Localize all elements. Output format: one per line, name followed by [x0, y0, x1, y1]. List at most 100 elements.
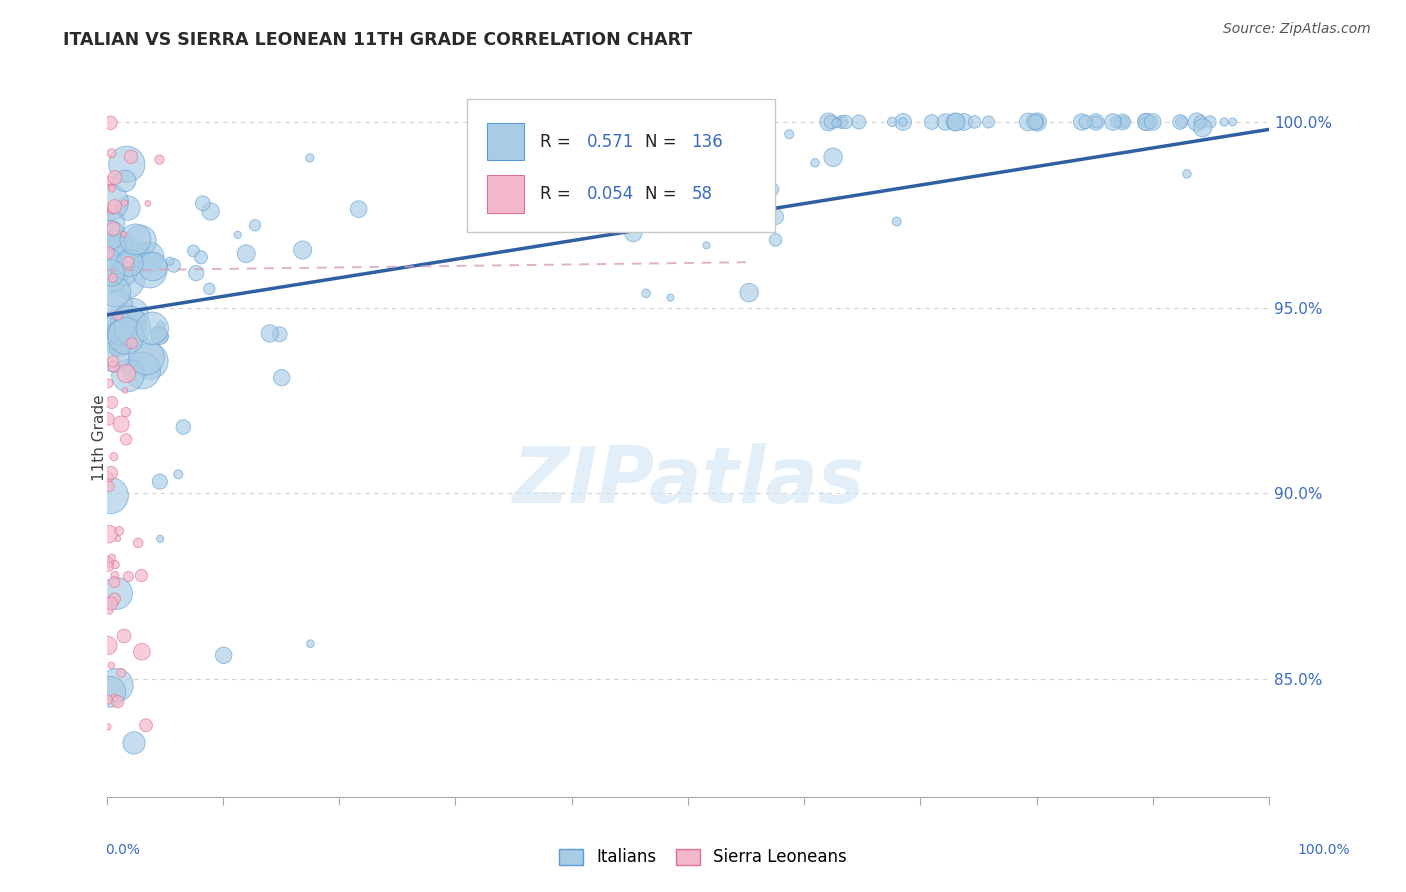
Point [115, 157, 138, 171]
Point [804, 155, 827, 169]
Point [621, 226, 644, 240]
Point [1017, 115, 1039, 129]
Point [108, 524, 131, 538]
Point [1222, 115, 1244, 129]
Point [115, 274, 138, 288]
Point [129, 234, 152, 248]
Point [135, 718, 157, 732]
Point [834, 115, 856, 129]
Point [115, 367, 138, 381]
Point [270, 370, 292, 384]
Text: 58: 58 [692, 185, 713, 203]
Point [689, 164, 711, 178]
Point [98, 195, 121, 210]
Point [108, 339, 131, 353]
Y-axis label: 11th Grade: 11th Grade [93, 394, 107, 481]
Point [269, 327, 291, 342]
Text: R =: R = [540, 185, 576, 203]
Point [104, 170, 127, 185]
Text: R =: R = [540, 133, 576, 151]
Point [104, 568, 127, 582]
Point [117, 255, 139, 269]
Point [100, 466, 122, 480]
Point [112, 196, 135, 211]
Point [659, 291, 682, 305]
Point [1170, 115, 1192, 129]
Point [1024, 115, 1046, 129]
Point [103, 359, 125, 374]
Point [186, 266, 208, 280]
Point [963, 115, 986, 129]
Point [107, 532, 129, 546]
Point [347, 202, 370, 216]
Point [1111, 115, 1133, 129]
Point [191, 196, 214, 211]
Point [820, 115, 842, 129]
Point [139, 354, 162, 368]
Point [101, 217, 124, 231]
Point [738, 285, 761, 300]
Point [112, 629, 135, 643]
Point [827, 115, 849, 129]
Point [101, 354, 124, 368]
Point [1213, 115, 1236, 129]
Point [101, 271, 124, 285]
Point [124, 232, 146, 246]
Point [1199, 115, 1222, 129]
Point [159, 254, 181, 268]
Point [142, 260, 165, 274]
Point [1074, 115, 1097, 129]
Point [141, 321, 163, 335]
Point [259, 326, 281, 341]
Point [97, 470, 120, 484]
Text: 136: 136 [692, 133, 723, 151]
Point [149, 532, 172, 546]
Point [1168, 115, 1191, 129]
Point [117, 317, 139, 331]
Point [114, 384, 136, 398]
Point [100, 116, 122, 130]
Point [1026, 115, 1049, 129]
Point [104, 200, 127, 214]
FancyBboxPatch shape [467, 99, 775, 232]
Point [100, 596, 122, 610]
Point [114, 174, 136, 188]
Point [104, 558, 127, 572]
Point [138, 250, 160, 264]
Point [1112, 115, 1135, 129]
Text: 100.0%: 100.0% [1298, 843, 1350, 857]
Text: ZIPatlas: ZIPatlas [512, 442, 865, 518]
Point [121, 320, 143, 334]
Point [1135, 115, 1157, 129]
Point [1085, 115, 1108, 129]
Point [122, 736, 145, 750]
Point [97, 720, 120, 734]
Point [98, 685, 121, 699]
Point [693, 115, 716, 129]
Point [122, 306, 145, 320]
Point [765, 233, 787, 247]
Point [100, 658, 122, 673]
Point [136, 196, 159, 211]
Point [115, 329, 138, 343]
Text: N =: N = [645, 185, 682, 203]
Text: ITALIAN VS SIERRA LEONEAN 11TH GRADE CORRELATION CHART: ITALIAN VS SIERRA LEONEAN 11TH GRADE COR… [63, 31, 693, 49]
Point [1135, 115, 1157, 129]
Point [299, 637, 322, 651]
Point [291, 243, 314, 257]
Point [105, 586, 128, 600]
Point [150, 318, 173, 333]
Point [101, 271, 124, 285]
Point [104, 312, 127, 326]
Point [891, 115, 914, 129]
Point [148, 153, 170, 167]
Point [110, 417, 132, 431]
Point [98, 173, 121, 187]
Point [150, 329, 173, 343]
Point [953, 115, 976, 129]
Point [97, 692, 120, 706]
Point [190, 250, 212, 264]
Point [97, 376, 120, 391]
Point [921, 115, 943, 129]
Point [107, 695, 129, 709]
